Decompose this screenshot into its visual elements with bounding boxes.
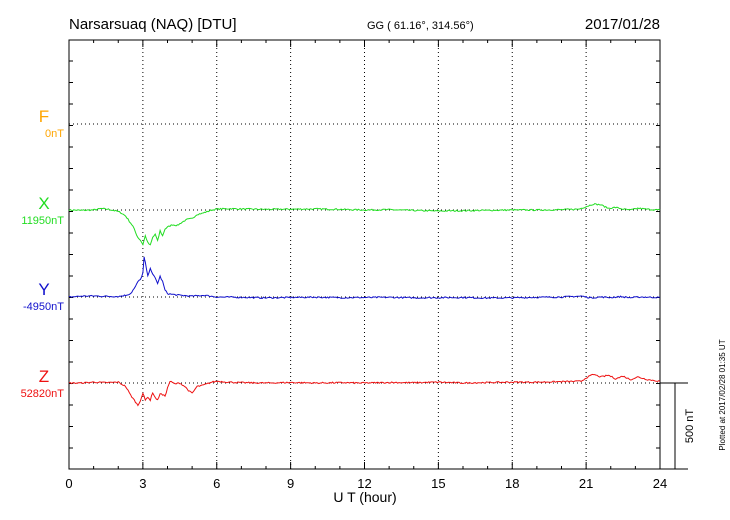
- channel-baseline-f: 0nT: [45, 128, 64, 140]
- trace-layer: [68, 203, 661, 407]
- x-tick-label: 21: [579, 476, 593, 491]
- x-tick-label: 3: [139, 476, 146, 491]
- plotted-timestamp: Plotted at 2017/02/28 01:35 UT: [718, 339, 727, 450]
- trace-x: [68, 203, 661, 246]
- x-tick-label: 24: [653, 476, 667, 491]
- channel-name-f: F: [39, 107, 49, 126]
- x-axis-ticks: 0 3 6 9 12 15 18 21 24: [65, 40, 667, 491]
- channel-labels: F 0nT X 11950nT Y -4950nT Z 52820nT: [21, 107, 65, 400]
- x-tick-label: 9: [287, 476, 294, 491]
- x-tick-label: 6: [213, 476, 220, 491]
- grid-layer: [69, 40, 660, 469]
- x-tick-label: 12: [357, 476, 371, 491]
- scale-bar-label: 500 nT: [684, 409, 696, 444]
- channel-baseline-y: -4950nT: [23, 301, 64, 313]
- station-coordinates: GG ( 61.16°, 314.56°): [367, 20, 474, 32]
- plot-date: 2017/01/28: [585, 16, 660, 33]
- trace-y: [69, 256, 661, 300]
- scale-bar: 500 nT: [660, 382, 696, 470]
- x-axis-label: U T (hour): [333, 489, 396, 505]
- x-tick-label: 15: [431, 476, 445, 491]
- channel-name-y: Y: [38, 280, 49, 299]
- station-title: Narsarsuaq (NAQ) [DTU]: [69, 16, 237, 33]
- channel-baseline-z: 52820nT: [21, 388, 65, 400]
- x-tick-label: 0: [65, 476, 72, 491]
- x-tick-label: 18: [505, 476, 519, 491]
- channel-name-x: X: [38, 194, 49, 213]
- channel-baseline-x: 11950nT: [21, 215, 64, 227]
- channel-name-z: Z: [39, 367, 49, 386]
- trace-z: [68, 373, 661, 407]
